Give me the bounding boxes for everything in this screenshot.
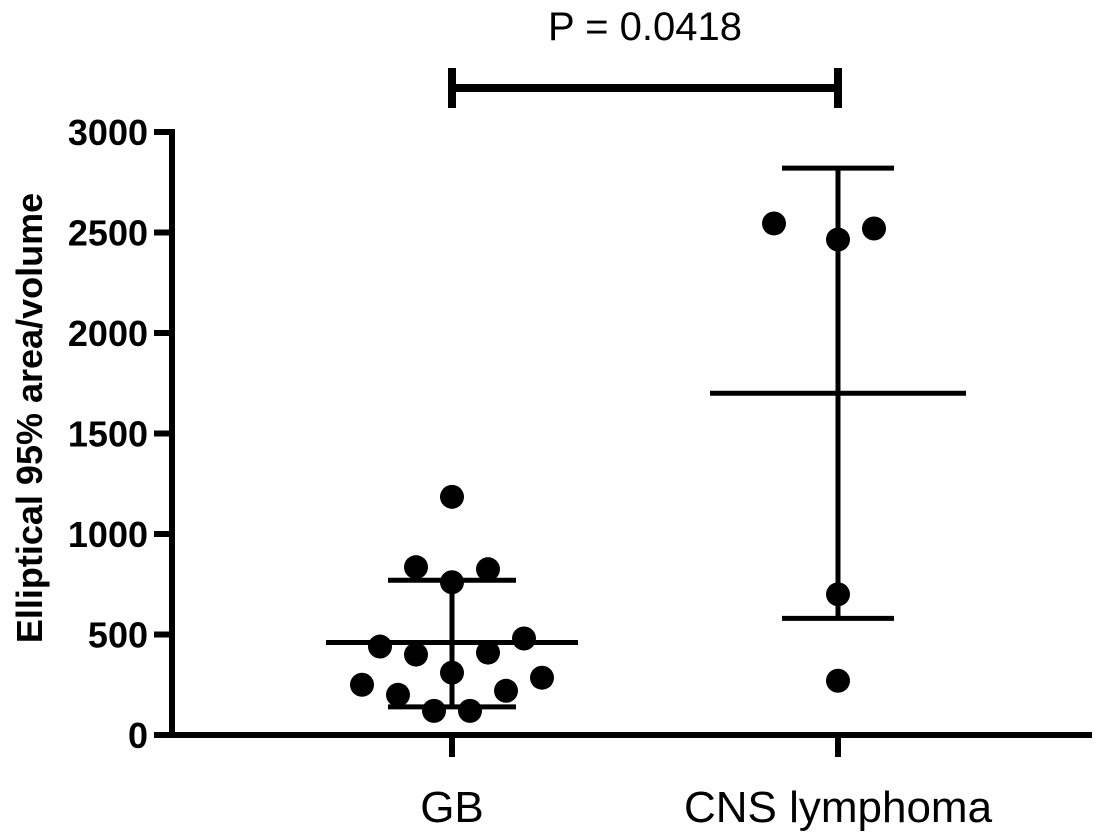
data-point [440,660,464,685]
data-point [404,642,428,667]
y-tick-label: 500 [88,615,148,656]
data-point [386,682,410,707]
y-ticks: 0 500 1000 1500 2000 2500 3000 [68,112,172,756]
significance-annotation: P = 0.0418 [448,5,842,108]
data-point [440,570,464,595]
data-point [826,227,850,252]
data-point [440,484,464,509]
data-point [762,211,786,236]
y-tick-label: 3000 [68,112,148,153]
x-tick-label: CNS lymphoma [684,783,993,832]
data-point [368,634,392,659]
data-point [350,672,374,697]
data-point [422,698,446,723]
y-tick-label: 2500 [68,213,148,254]
p-value-label: P = 0.0418 [548,5,742,49]
data-point [404,555,428,580]
x-tick-label: GB [420,783,484,832]
y-tick-label: 1000 [68,514,148,555]
y-tick-label: 2000 [68,313,148,354]
data-point [512,626,536,651]
data-point [862,216,886,241]
y-tick-label: 1500 [68,414,148,455]
data-point [826,582,850,607]
data-point [458,698,482,723]
data-point [476,640,500,665]
data-points [350,211,886,723]
error-bars [326,165,966,710]
y-tick-label: 0 [128,715,148,756]
data-point [530,665,554,690]
data-point [826,668,850,693]
data-point [494,678,518,703]
axes [169,129,1092,738]
y-axis-label: Elliptical 95% area/volume [9,193,50,643]
x-ticks: GB CNS lymphoma [420,735,993,832]
data-point [476,557,500,582]
